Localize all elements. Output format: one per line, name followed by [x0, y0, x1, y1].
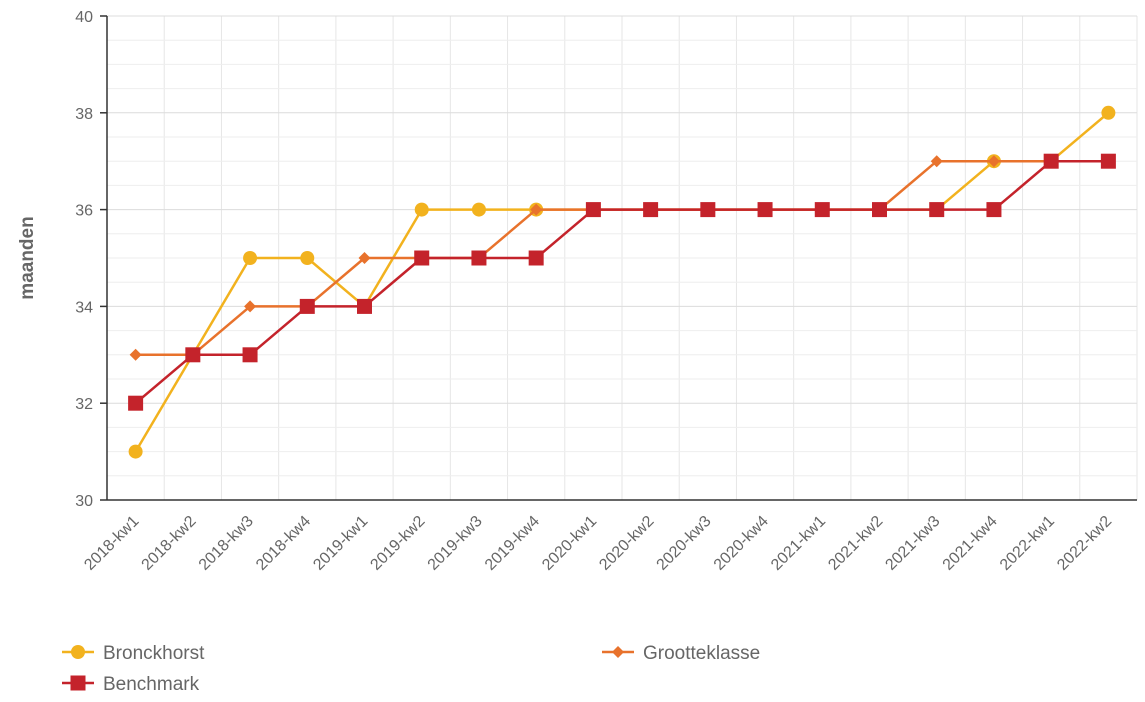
legend: Bronckhorst Grootteklasse Benchmark — [62, 643, 760, 695]
y-tick-label: 38 — [75, 106, 93, 123]
data-point-benchmark — [128, 395, 144, 411]
data-point-benchmark — [700, 202, 716, 218]
data-point-grootteklasse — [358, 252, 371, 264]
x-tick-label: 2018-kw3 — [196, 513, 257, 574]
x-tick-label: 2019-kw4 — [482, 513, 543, 574]
x-tick-labels: 2018-kw12018-kw22018-kw32018-kw42019-kw1… — [81, 513, 1115, 574]
x-tick-label: 2019-kw1 — [310, 513, 371, 574]
legend-label-benchmark: Benchmark — [103, 674, 200, 695]
legend-marker-grootteklasse — [612, 646, 624, 658]
x-tick-label: 2021-kw2 — [825, 513, 886, 574]
legend-marker-benchmark — [70, 675, 86, 691]
x-tick-label: 2022-kw1 — [997, 513, 1058, 574]
data-point-benchmark — [872, 202, 887, 218]
legend-item-grootteklasse: Grootteklasse — [602, 643, 760, 664]
data-point-benchmark — [185, 347, 201, 363]
legend-item-benchmark: Benchmark — [62, 674, 200, 695]
x-tick-label: 2018-kw4 — [253, 513, 314, 574]
data-point-benchmark — [357, 298, 372, 314]
x-tick-label: 2020-kw1 — [539, 513, 600, 574]
data-point-bronckhorst — [1101, 105, 1116, 120]
y-tick-label: 36 — [75, 203, 93, 220]
data-point-benchmark — [299, 298, 315, 314]
data-point-bronckhorst — [471, 202, 486, 217]
data-point-grootteklasse — [530, 203, 543, 216]
data-point-benchmark — [757, 202, 773, 218]
x-tick-label: 2020-kw4 — [711, 513, 772, 574]
data-point-benchmark — [929, 202, 945, 218]
data-point-benchmark — [814, 202, 830, 218]
x-tick-label: 2019-kw3 — [425, 513, 486, 574]
legend-label-grootteklasse: Grootteklasse — [643, 643, 760, 664]
y-tick-label: 34 — [75, 299, 93, 316]
series-layer — [128, 105, 1116, 459]
x-tick-label: 2020-kw3 — [654, 513, 715, 574]
axes — [100, 15, 1137, 501]
x-tick-label: 2021-kw4 — [940, 513, 1001, 574]
grid — [106, 15, 1138, 501]
data-point-benchmark — [528, 250, 544, 266]
data-point-benchmark — [986, 202, 1002, 218]
y-axis-title: maanden — [17, 216, 38, 299]
data-point-bronckhorst — [414, 202, 429, 217]
legend-item-bronckhorst: Bronckhorst — [62, 643, 205, 664]
x-tick-label: 2021-kw3 — [882, 513, 943, 574]
series-line-benchmark — [134, 159, 1109, 405]
data-point-grootteklasse — [987, 155, 1000, 168]
data-point-grootteklasse — [930, 155, 943, 168]
y-tick-label: 30 — [75, 493, 93, 510]
x-tick-label: 2018-kw2 — [139, 513, 200, 574]
data-point-benchmark — [1100, 153, 1116, 169]
x-tick-label: 2019-kw2 — [367, 513, 428, 574]
data-point-benchmark — [585, 202, 601, 218]
data-point-benchmark — [414, 250, 430, 266]
x-tick-label: 2018-kw1 — [81, 513, 142, 574]
data-point-benchmark — [643, 202, 659, 218]
data-point-benchmark — [471, 250, 487, 266]
legend-marker-bronckhorst — [71, 645, 85, 659]
y-tick-labels: 30 32 34 36 38 40 — [75, 9, 93, 510]
data-point-grootteklasse — [129, 348, 142, 361]
series-benchmark — [128, 153, 1116, 411]
data-point-grootteklasse — [244, 300, 257, 313]
x-tick-label: 2022-kw2 — [1054, 513, 1115, 574]
x-tick-label: 2021-kw1 — [768, 513, 829, 574]
x-tick-label: 2020-kw2 — [596, 513, 657, 574]
data-point-benchmark — [1043, 153, 1059, 169]
data-point-bronckhorst — [300, 251, 315, 265]
y-tick-label: 40 — [75, 9, 93, 26]
data-point-bronckhorst — [243, 251, 258, 265]
legend-label-bronckhorst: Bronckhorst — [103, 643, 205, 664]
data-point-bronckhorst — [128, 444, 143, 459]
data-point-benchmark — [242, 347, 258, 363]
y-tick-label: 32 — [75, 396, 93, 413]
